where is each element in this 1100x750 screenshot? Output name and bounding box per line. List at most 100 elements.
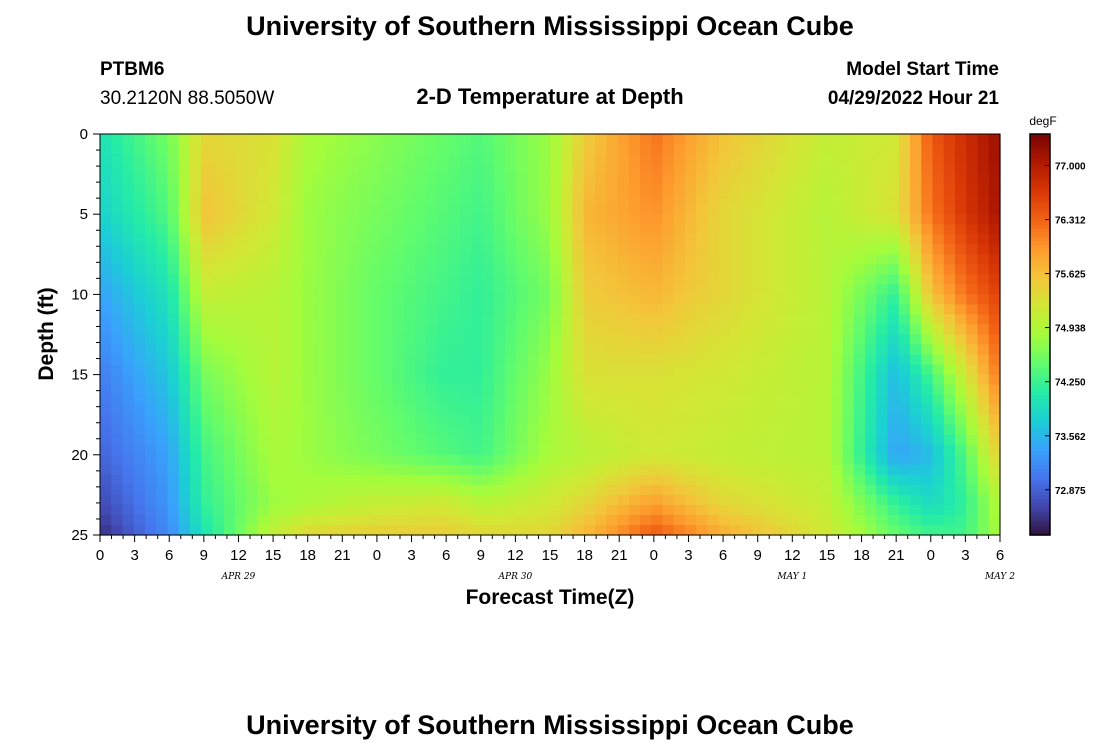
heatmap-cell — [178, 304, 191, 316]
heatmap-cell — [471, 224, 484, 235]
heatmap-cell — [932, 414, 945, 426]
heatmap-cell — [505, 154, 517, 165]
heatmap-cell — [448, 444, 461, 456]
heatmap-cell — [415, 174, 427, 185]
heatmap-cell — [730, 484, 742, 496]
heatmap-cell — [696, 444, 709, 456]
heatmap-cell — [988, 204, 1001, 215]
heatmap-cell — [246, 444, 259, 456]
heatmap-cell — [752, 464, 765, 476]
colorbar-swatch — [1030, 361, 1050, 366]
heatmap-cell — [741, 164, 754, 175]
heatmap-cell — [100, 484, 112, 496]
heatmap-cell — [212, 314, 225, 326]
heatmap-cell — [977, 424, 990, 436]
heatmap-cell — [932, 314, 945, 326]
heatmap-cell — [325, 424, 337, 436]
heatmap-cell — [235, 484, 247, 496]
heatmap-cell — [381, 354, 394, 366]
heatmap-cell — [381, 524, 394, 536]
heatmap-cell — [910, 264, 922, 275]
heatmap-cell — [246, 304, 259, 316]
heatmap-cell — [505, 274, 517, 285]
heatmap-cell — [246, 354, 259, 366]
heatmap-cell — [167, 184, 180, 195]
heatmap-cell — [876, 344, 889, 356]
colorbar-swatch — [1030, 374, 1050, 379]
heatmap-cell — [595, 194, 607, 205]
heatmap-cell — [493, 284, 506, 296]
heatmap-cell — [505, 174, 517, 185]
heatmap-cell — [898, 524, 911, 536]
heatmap-cell — [257, 484, 270, 496]
heatmap-cell — [156, 144, 169, 155]
heatmap-cell — [651, 384, 664, 396]
heatmap-cell — [100, 264, 112, 275]
heatmap-cell — [572, 324, 585, 336]
heatmap-cell — [887, 514, 900, 526]
heatmap-cell — [932, 494, 945, 506]
heatmap-cell — [280, 244, 292, 255]
heatmap-cell — [955, 414, 967, 426]
heatmap-cell — [325, 144, 337, 155]
heatmap-cell — [257, 284, 270, 296]
heatmap-cell — [921, 144, 934, 155]
heatmap-cell — [561, 524, 574, 536]
heatmap-cell — [190, 254, 202, 265]
heatmap-cell — [673, 524, 686, 536]
heatmap-cell — [550, 424, 562, 436]
heatmap-cell — [741, 474, 754, 486]
heatmap-cell — [943, 304, 956, 316]
heatmap-cell — [313, 324, 326, 336]
heatmap-cell — [752, 284, 765, 296]
heatmap-cell — [853, 174, 866, 185]
heatmap-cell — [561, 324, 574, 336]
heatmap-cell — [865, 154, 877, 165]
heatmap-cell — [606, 294, 619, 306]
heatmap-cell — [685, 294, 697, 306]
heatmap-cell — [358, 154, 371, 165]
heatmap-cell — [358, 424, 371, 436]
heatmap-cell — [966, 494, 979, 506]
heatmap-cell — [741, 214, 754, 225]
heatmap-cell — [752, 144, 765, 155]
heatmap-cell — [797, 264, 810, 275]
heatmap-cell — [921, 374, 934, 386]
heatmap-cell — [347, 454, 360, 466]
heatmap-cell — [167, 514, 180, 526]
heatmap-cell — [561, 184, 574, 195]
heatmap-cell — [617, 204, 630, 215]
heatmap-cell — [696, 414, 709, 426]
heatmap-cell — [347, 504, 360, 516]
colorbar-swatch — [1030, 411, 1050, 416]
heatmap-cell — [257, 184, 270, 195]
heatmap-cell — [336, 284, 349, 296]
heatmap-cell — [336, 394, 349, 406]
heatmap-cell — [718, 324, 731, 336]
heatmap-cell — [572, 484, 585, 496]
heatmap-cell — [505, 524, 517, 536]
heatmap-cell — [752, 384, 765, 396]
heatmap-cell — [482, 364, 495, 376]
heatmap-cell — [786, 494, 799, 506]
heatmap-cell — [145, 174, 157, 185]
heatmap-cell — [201, 204, 214, 215]
heatmap-cell — [505, 344, 517, 356]
heatmap-cell — [403, 164, 416, 175]
heatmap-cell — [370, 324, 382, 336]
heatmap-cell — [257, 354, 270, 366]
heatmap-cell — [403, 194, 416, 205]
heatmap-cell — [876, 424, 889, 436]
heatmap-cell — [955, 234, 967, 245]
heatmap-cell — [640, 484, 652, 496]
heatmap-cell — [426, 384, 439, 396]
heatmap-cell — [280, 224, 292, 235]
heatmap-cell — [426, 164, 439, 175]
heatmap-cell — [336, 164, 349, 175]
heatmap-cell — [381, 504, 394, 516]
heatmap-cell — [718, 254, 731, 265]
heatmap-cell — [685, 394, 697, 406]
heatmap-cell — [842, 154, 855, 165]
heatmap-cell — [853, 134, 866, 145]
heatmap-cell — [730, 474, 742, 486]
